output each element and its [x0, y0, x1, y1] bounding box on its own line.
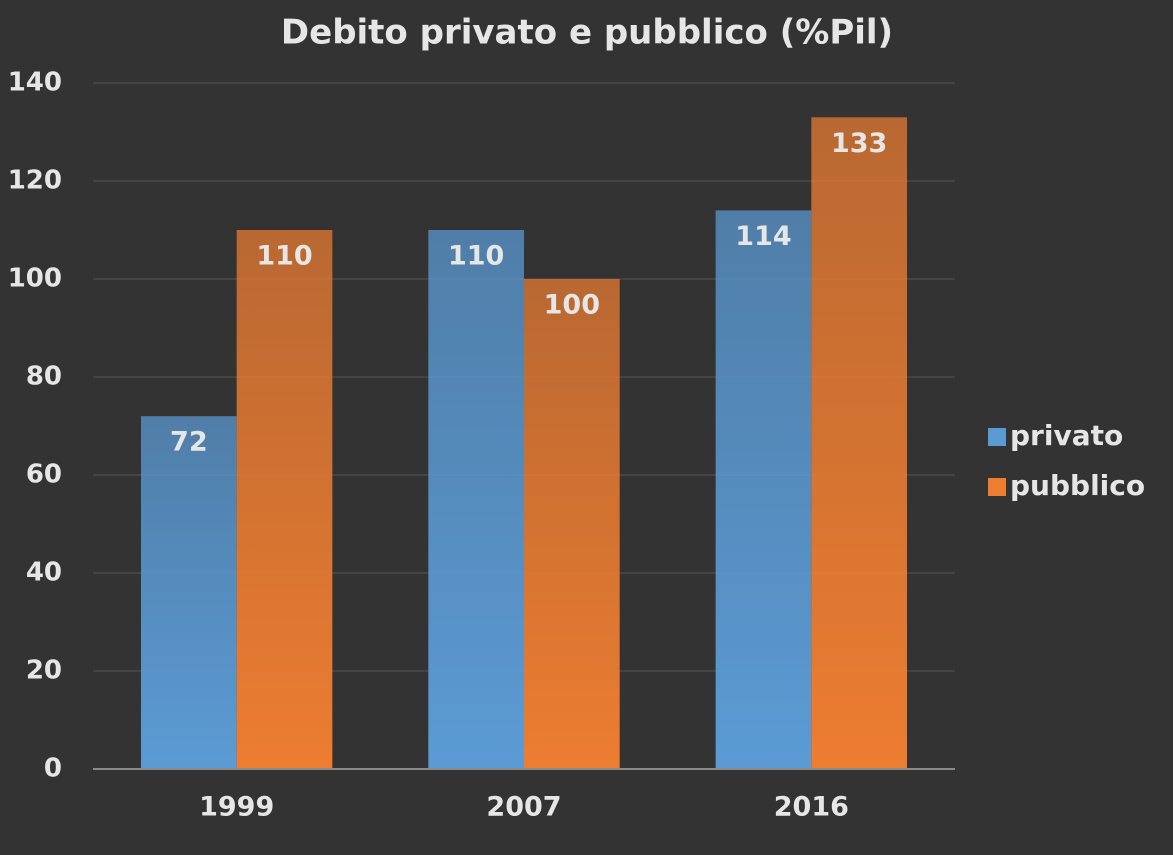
- x-tick-label: 2007: [486, 792, 561, 823]
- legend-label: privato: [1010, 419, 1123, 452]
- data-label: 110: [256, 241, 312, 272]
- bar: [140, 416, 237, 769]
- y-tick-label: 40: [26, 558, 62, 588]
- y-tick-label: 120: [8, 166, 62, 196]
- bar: [236, 230, 333, 769]
- data-label: 114: [735, 221, 791, 252]
- legend-swatch: [988, 478, 1006, 496]
- y-tick-label: 100: [8, 264, 62, 294]
- x-tick-label: 1999: [199, 792, 274, 823]
- legend-swatch: [988, 428, 1006, 446]
- y-tick-label: 140: [8, 68, 62, 98]
- y-tick-label: 80: [26, 362, 62, 392]
- data-label: 100: [544, 290, 600, 321]
- legend-label: pubblico: [1010, 469, 1145, 502]
- bar: [524, 279, 620, 769]
- x-tick-label: 2016: [774, 792, 849, 823]
- bar: [811, 117, 908, 770]
- data-label: 133: [831, 128, 887, 159]
- y-tick-label: 0: [44, 754, 62, 784]
- data-label: 110: [448, 241, 504, 272]
- y-tick-label: 20: [26, 656, 62, 686]
- data-label: 72: [170, 427, 208, 458]
- y-tick-label: 60: [26, 460, 62, 490]
- bar: [428, 230, 524, 769]
- chart-title: Debito privato e pubblico (%Pil): [281, 13, 893, 53]
- bar: [715, 210, 812, 769]
